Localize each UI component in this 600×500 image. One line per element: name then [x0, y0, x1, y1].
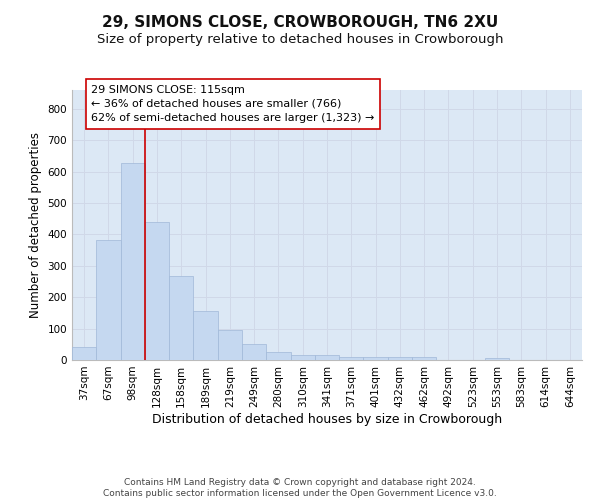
Bar [169, 276, 193, 360]
Bar [266, 352, 290, 360]
Bar [412, 357, 436, 360]
Bar [364, 356, 388, 360]
Bar [193, 312, 218, 360]
X-axis label: Distribution of detached houses by size in Crowborough: Distribution of detached houses by size … [152, 412, 502, 426]
Text: 29, SIMONS CLOSE, CROWBOROUGH, TN6 2XU: 29, SIMONS CLOSE, CROWBOROUGH, TN6 2XU [102, 15, 498, 30]
Bar [121, 163, 145, 360]
Y-axis label: Number of detached properties: Number of detached properties [29, 132, 42, 318]
Bar [96, 240, 121, 360]
Bar [339, 356, 364, 360]
Bar [145, 222, 169, 360]
Bar [72, 347, 96, 360]
Bar [242, 344, 266, 360]
Bar [315, 356, 339, 360]
Bar [218, 330, 242, 360]
Bar [388, 356, 412, 360]
Text: 29 SIMONS CLOSE: 115sqm
← 36% of detached houses are smaller (766)
62% of semi-d: 29 SIMONS CLOSE: 115sqm ← 36% of detache… [91, 85, 375, 123]
Bar [485, 358, 509, 360]
Text: Size of property relative to detached houses in Crowborough: Size of property relative to detached ho… [97, 32, 503, 46]
Bar [290, 356, 315, 360]
Text: Contains HM Land Registry data © Crown copyright and database right 2024.
Contai: Contains HM Land Registry data © Crown c… [103, 478, 497, 498]
